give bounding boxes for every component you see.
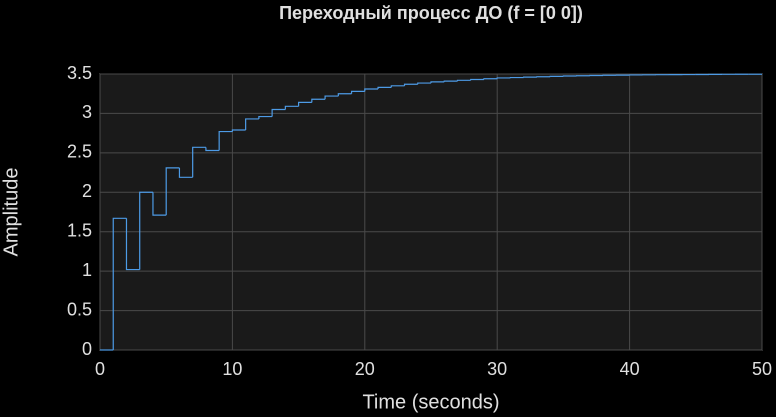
step-line bbox=[350, 90, 365, 94]
step-line bbox=[390, 85, 405, 88]
y-tick-label: 2 bbox=[82, 181, 92, 201]
step-line bbox=[245, 118, 259, 130]
step-line bbox=[218, 130, 233, 151]
step-line bbox=[470, 78, 484, 81]
step-line bbox=[231, 129, 246, 132]
step-line bbox=[417, 82, 431, 85]
step-line bbox=[139, 191, 153, 270]
chart-title: Переходный процесс ДО (f = [0 0]) bbox=[279, 3, 583, 23]
y-tick-label: 1 bbox=[82, 260, 92, 280]
step-line bbox=[403, 83, 418, 86]
y-axis-label: Amplitude bbox=[0, 168, 22, 257]
y-tick-label: 3 bbox=[82, 102, 92, 122]
step-line bbox=[377, 86, 392, 89]
x-tick-label: 40 bbox=[620, 359, 640, 379]
step-line bbox=[112, 217, 127, 350]
step-line bbox=[483, 78, 498, 80]
step-line bbox=[125, 218, 140, 271]
step-line bbox=[430, 81, 445, 84]
step-line bbox=[192, 146, 206, 178]
y-tick-label: 0.5 bbox=[67, 299, 92, 319]
step-line bbox=[165, 167, 180, 216]
y-tick-label: 0 bbox=[82, 339, 92, 359]
step-line bbox=[364, 88, 379, 92]
x-tick-label: 0 bbox=[95, 359, 105, 379]
step-line bbox=[496, 77, 511, 79]
step-line bbox=[152, 192, 167, 216]
x-tick-label: 20 bbox=[355, 359, 375, 379]
step-line bbox=[178, 167, 193, 178]
x-tick-label: 30 bbox=[487, 359, 507, 379]
step-line bbox=[271, 108, 286, 117]
step-line bbox=[205, 147, 220, 152]
x-tick-label: 50 bbox=[752, 359, 772, 379]
step-line bbox=[443, 80, 458, 82]
step-line bbox=[284, 105, 299, 110]
step-line bbox=[337, 93, 352, 97]
step-line bbox=[258, 115, 273, 119]
step-line bbox=[298, 101, 312, 107]
y-tick-label: 3.5 bbox=[67, 63, 92, 83]
step-line bbox=[324, 95, 339, 100]
x-axis-label: Time (seconds) bbox=[362, 391, 499, 413]
plot-area bbox=[99, 73, 763, 351]
y-tick-label: 2.5 bbox=[67, 142, 92, 162]
step-line bbox=[311, 98, 326, 103]
x-tick-label: 10 bbox=[222, 359, 242, 379]
step-line bbox=[456, 79, 471, 82]
y-tick-label: 1.5 bbox=[67, 220, 92, 240]
